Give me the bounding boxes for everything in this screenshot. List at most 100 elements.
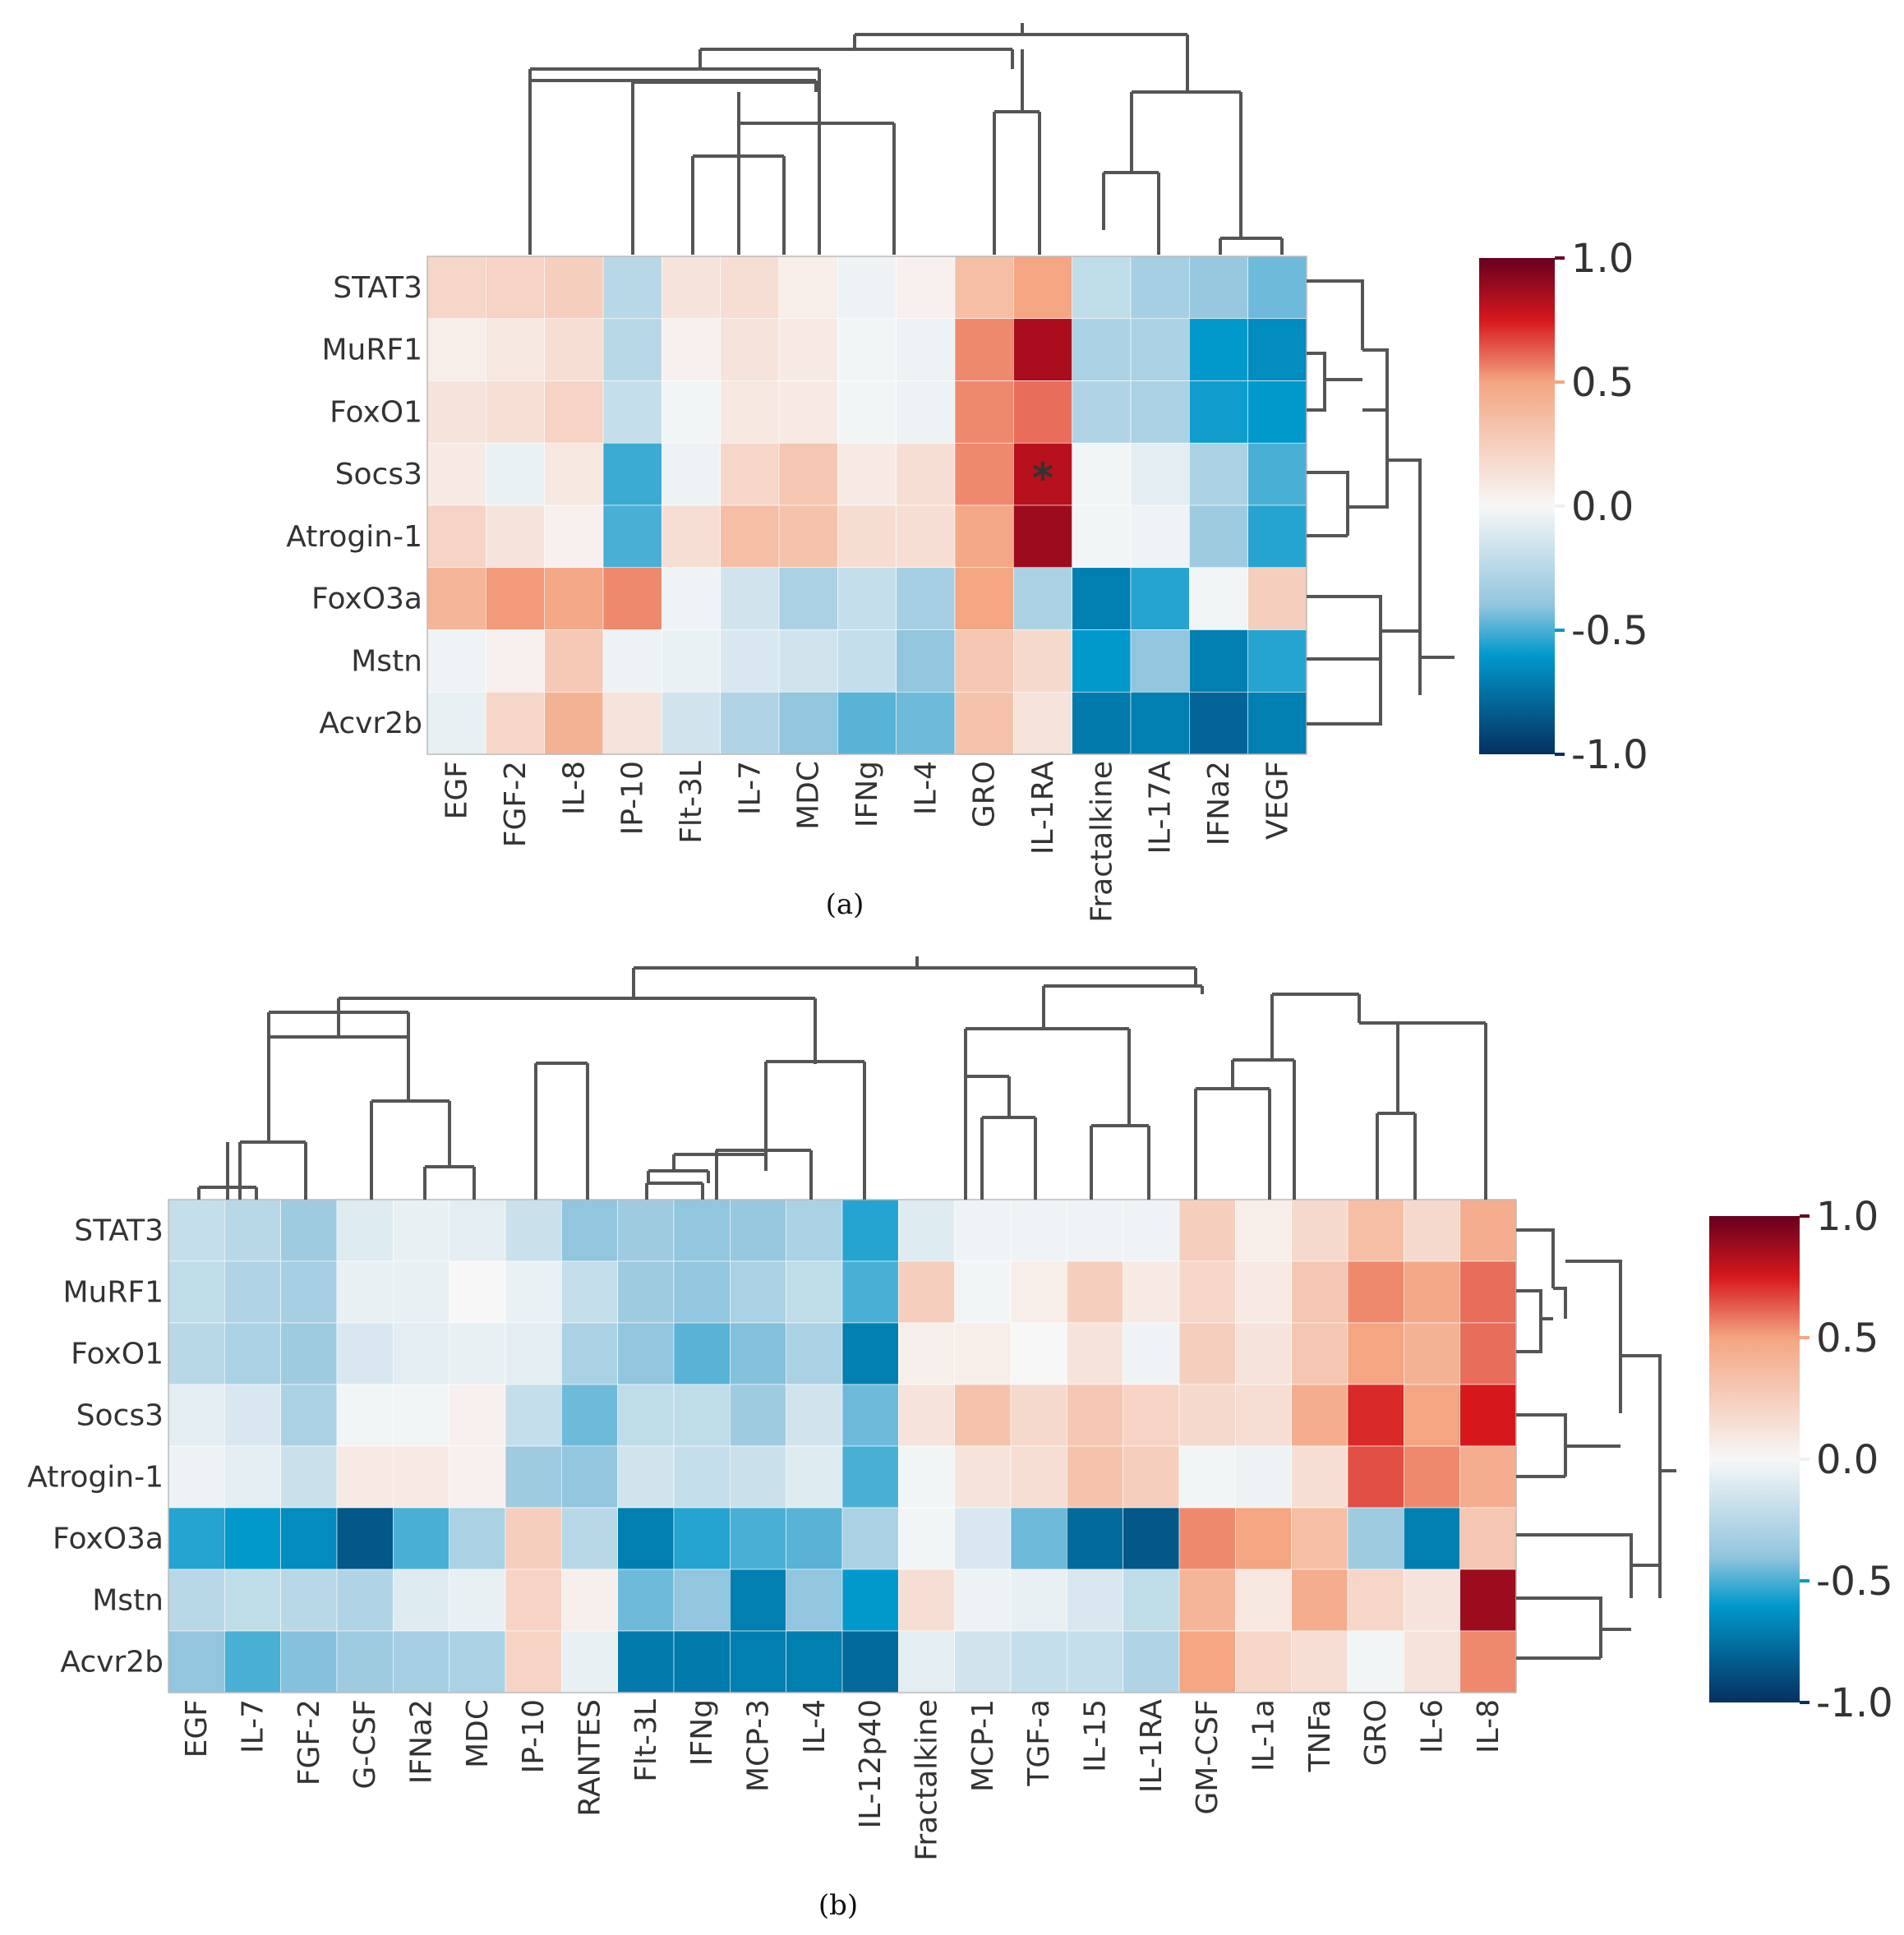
- heatmap-cell: [841, 1445, 899, 1509]
- heatmap-cell: [954, 629, 1014, 693]
- heatmap-cell: [168, 1630, 225, 1693]
- heatmap-cell: [544, 691, 604, 755]
- heatmap-cell: [1235, 1507, 1292, 1570]
- heatmap-cell: [617, 1569, 675, 1632]
- heatmap-cell: [280, 1569, 338, 1632]
- heatmap-cell: [1010, 1630, 1067, 1693]
- heatmap-cell: [168, 1199, 225, 1262]
- heatmap-cell: [1404, 1630, 1460, 1693]
- heatmap-cell: [505, 1384, 562, 1447]
- heatmap-cell: [1235, 1199, 1292, 1262]
- heatmap-cell: [393, 1507, 449, 1570]
- heatmap-cell: [449, 1569, 506, 1632]
- heatmap-cell: [561, 1322, 618, 1385]
- column-label: IL-8: [557, 761, 591, 815]
- colorbar-tick-label: 0.0: [1816, 1437, 1879, 1483]
- heatmap-cell: [1067, 1260, 1123, 1324]
- heatmap-cell: [720, 318, 780, 381]
- heatmap-cell: [1123, 1384, 1180, 1447]
- heatmap-cell: [505, 1507, 562, 1570]
- heatmap-cell: [1072, 318, 1132, 381]
- column-label: IL-7: [733, 761, 767, 815]
- heatmap-cell: [393, 1260, 449, 1324]
- heatmap-cell: [1347, 1569, 1404, 1632]
- heatmap-cell: [486, 256, 545, 320]
- heatmap-cell: [898, 1260, 955, 1324]
- column-label: MCP-1: [966, 1699, 1000, 1792]
- column-label: IFNg: [685, 1699, 719, 1766]
- heatmap-cell: [1072, 442, 1132, 506]
- heatmap-cell: [1189, 442, 1248, 506]
- row-label: Atrogin-1: [286, 520, 422, 554]
- heatmap-cell: [1291, 1630, 1348, 1693]
- heatmap-cell: [280, 1322, 338, 1385]
- heatmap-a-column-dendrogram: [528, 23, 1284, 255]
- heatmap-cell: [505, 1199, 562, 1262]
- heatmap-cell: [837, 504, 897, 569]
- heatmap-cell: [896, 442, 956, 506]
- heatmap-cell: [1010, 1384, 1067, 1447]
- column-label: GRO: [1359, 1699, 1393, 1766]
- heatmap-cell: [954, 504, 1014, 569]
- heatmap-cell: [1459, 1445, 1517, 1509]
- heatmap-cell: [336, 1569, 394, 1632]
- heatmap-cell: [224, 1199, 281, 1262]
- heatmap-cell: [1189, 691, 1248, 755]
- column-label: VEGF: [1261, 761, 1294, 840]
- column-label: IL-15: [1079, 1699, 1113, 1772]
- heatmap-cell: [1178, 1199, 1236, 1262]
- row-label: Acvr2b: [60, 1646, 164, 1679]
- heatmap-cell: [1459, 1630, 1517, 1693]
- column-label: IL-8: [1472, 1699, 1505, 1753]
- heatmap-cell: [449, 1630, 506, 1693]
- heatmap-cell: [1130, 380, 1190, 444]
- heatmap-cell: [662, 567, 721, 630]
- heatmap-cell: [954, 567, 1014, 630]
- heatmap-cell: [168, 1384, 225, 1447]
- heatmap-cell: [336, 1630, 394, 1693]
- heatmap-cell: [336, 1260, 394, 1324]
- column-label: IL-1RA: [1026, 761, 1060, 855]
- heatmap-cell: [224, 1507, 281, 1570]
- heatmap-cell: [954, 442, 1014, 506]
- heatmap-cell: [1178, 1630, 1236, 1693]
- column-label: Flt-3L: [675, 761, 708, 844]
- heatmap-cell: [1010, 1260, 1067, 1324]
- heatmap-cell: [1459, 1569, 1517, 1632]
- heatmap-cell: [662, 504, 721, 569]
- heatmap-cell: [280, 1199, 338, 1262]
- colorbar-tick-label: 0.0: [1571, 484, 1634, 530]
- heatmap-cell: [617, 1384, 675, 1447]
- heatmap-cell: [954, 1322, 1012, 1385]
- heatmap-a-cells: *: [426, 256, 1307, 755]
- column-label: IL-7: [237, 1699, 270, 1753]
- colorbar-tick-label: -1.0: [1571, 732, 1648, 778]
- heatmap-cell: [778, 691, 838, 755]
- heatmap-cell: [1347, 1507, 1404, 1570]
- heatmap-cell: [426, 629, 486, 693]
- column-label: IFNg: [851, 761, 884, 827]
- significance-marker: *: [1032, 454, 1053, 502]
- heatmap-cell: [954, 1384, 1012, 1447]
- column-label: IL-6: [1416, 1699, 1450, 1753]
- heatmap-cell: [1291, 1569, 1348, 1632]
- row-label: Atrogin-1: [27, 1461, 164, 1495]
- heatmap-cell: [602, 567, 662, 630]
- heatmap-cell: [1123, 1199, 1180, 1262]
- heatmap-cell: [1291, 1507, 1348, 1570]
- column-label: TNFa: [1303, 1699, 1337, 1772]
- heatmap-cell: [426, 318, 486, 381]
- heatmap-cell: [426, 380, 486, 444]
- heatmap-cell: [837, 380, 897, 444]
- heatmap-cell: [1291, 1322, 1348, 1385]
- heatmap-cell: [1130, 318, 1190, 381]
- heatmap-cell: [954, 1569, 1012, 1632]
- heatmap-cell: [841, 1322, 899, 1385]
- heatmap-cell: [1247, 629, 1307, 693]
- heatmap-cell: [1247, 318, 1307, 381]
- heatmap-cell: [1247, 567, 1307, 630]
- heatmap-cell: [662, 629, 721, 693]
- column-label: G-CSF: [348, 1699, 382, 1790]
- column-label: EGF: [180, 1699, 214, 1758]
